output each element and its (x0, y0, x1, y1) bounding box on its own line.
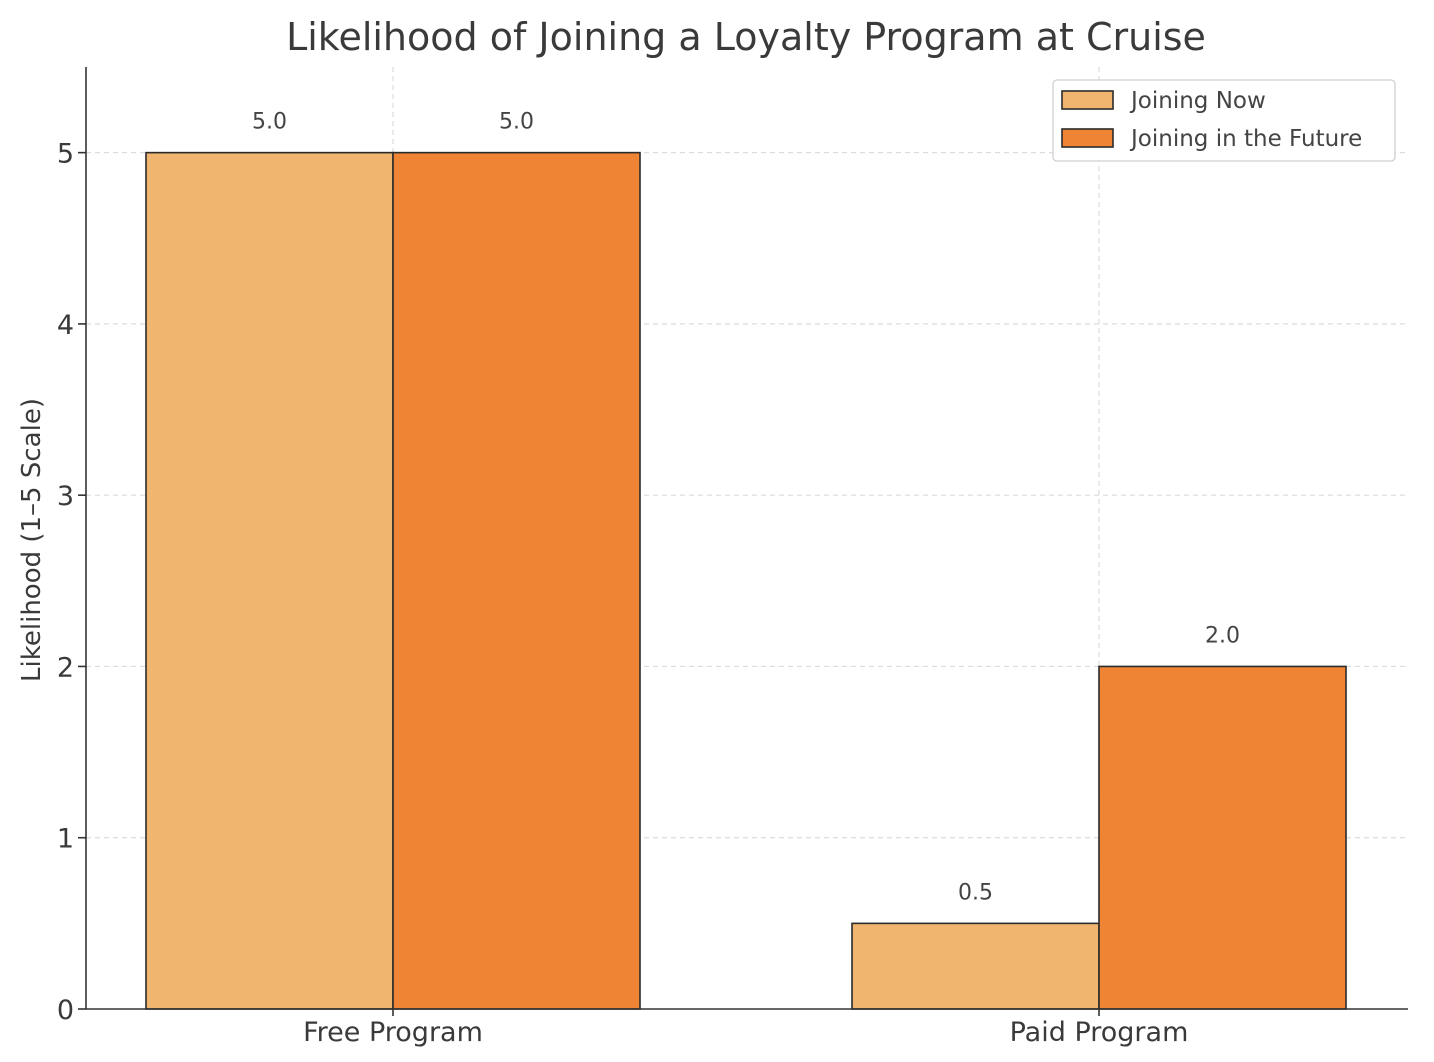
y-tick-label: 1 (57, 824, 74, 855)
bar-joining-future-free (392, 151, 641, 1010)
bars (145, 151, 1347, 1010)
data-label: 2.0 (1205, 623, 1240, 648)
legend-swatch-joining-now (1061, 90, 1114, 110)
legend-label-joining-future: Joining in the Future (1129, 126, 1362, 152)
chart-title: Likelihood of Joining a Loyalty Program … (286, 15, 1206, 59)
tick-labels: 0 1 2 3 4 5 Free Program Paid Program (57, 139, 1189, 1048)
legend-label-joining-now: Joining Now (1129, 88, 1266, 114)
legend-frame (1052, 79, 1396, 162)
bar-joining-now-free (145, 151, 394, 1010)
bar-joining-future-paid (1098, 665, 1347, 1010)
axes (78, 67, 1408, 1016)
y-tick-label: 5 (57, 139, 74, 170)
bar-joining-now-paid (851, 922, 1100, 1010)
y-tick-label: 2 (57, 652, 74, 683)
y-axis-label: Likelihood (1–5 Scale) (17, 398, 47, 682)
y-tick-label: 3 (57, 481, 74, 512)
data-label: 5.0 (499, 110, 534, 135)
data-labels: 5.0 0.5 5.0 2.0 (252, 110, 1240, 906)
x-tick-label: Paid Program (1010, 1017, 1189, 1048)
legend-swatch-joining-future (1061, 128, 1114, 148)
legend: Joining Now Joining in the Future (1052, 79, 1396, 162)
x-tick-label: Free Program (303, 1017, 483, 1048)
y-tick-label: 4 (57, 310, 74, 341)
data-label: 0.5 (958, 880, 993, 905)
data-label: 5.0 (252, 110, 287, 135)
y-tick-label: 0 (57, 995, 74, 1026)
